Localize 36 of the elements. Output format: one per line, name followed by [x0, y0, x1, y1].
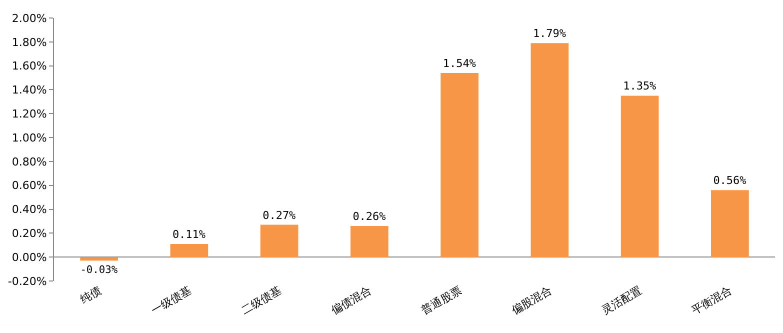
data-label: 1.54%	[442, 56, 476, 70]
y-tick-label: 1.20%	[12, 107, 47, 120]
bar	[170, 244, 208, 258]
data-label: 0.26%	[352, 210, 386, 224]
x-tick-label: 偏股混合	[509, 284, 554, 317]
bar	[620, 96, 659, 258]
x-tick-label: 普通股票	[419, 284, 464, 317]
bar	[350, 226, 388, 258]
y-tick-label: 0.00%	[12, 250, 47, 264]
y-tick-label: 0.40%	[12, 203, 47, 216]
x-tick-label: 平衡混合	[690, 284, 734, 317]
y-tick-label: 1.00%	[12, 131, 47, 144]
y-tick-label: 1.80%	[12, 36, 47, 49]
bar	[711, 190, 749, 258]
y-tick-label: 0.80%	[12, 155, 47, 168]
bar	[260, 224, 298, 258]
x-tick-label: 纯债	[78, 284, 104, 306]
x-tick-label: 二级债基	[238, 284, 284, 317]
x-tick-label: 偏债混合	[329, 284, 374, 317]
data-label: 0.11%	[172, 228, 206, 241]
y-tick-label: 0.60%	[12, 179, 47, 192]
data-label: -0.03%	[80, 264, 118, 276]
y-tick-label: -0.20%	[8, 274, 47, 288]
x-tick-label: 灵活配置	[599, 284, 644, 317]
y-tick-label: 1.60%	[12, 60, 47, 73]
x-tick-label: 一级债基	[148, 284, 194, 317]
y-tick-label: 2.00%	[12, 12, 47, 25]
bar	[80, 257, 118, 261]
y-tick-label: 0.20%	[12, 227, 47, 240]
data-label: 1.79%	[532, 27, 566, 40]
data-label: 1.35%	[623, 80, 657, 93]
data-label: 0.56%	[713, 174, 747, 188]
data-label: 0.27%	[262, 208, 296, 222]
bar	[440, 72, 478, 258]
y-tick-label: 1.40%	[12, 84, 47, 97]
bar	[530, 43, 569, 258]
